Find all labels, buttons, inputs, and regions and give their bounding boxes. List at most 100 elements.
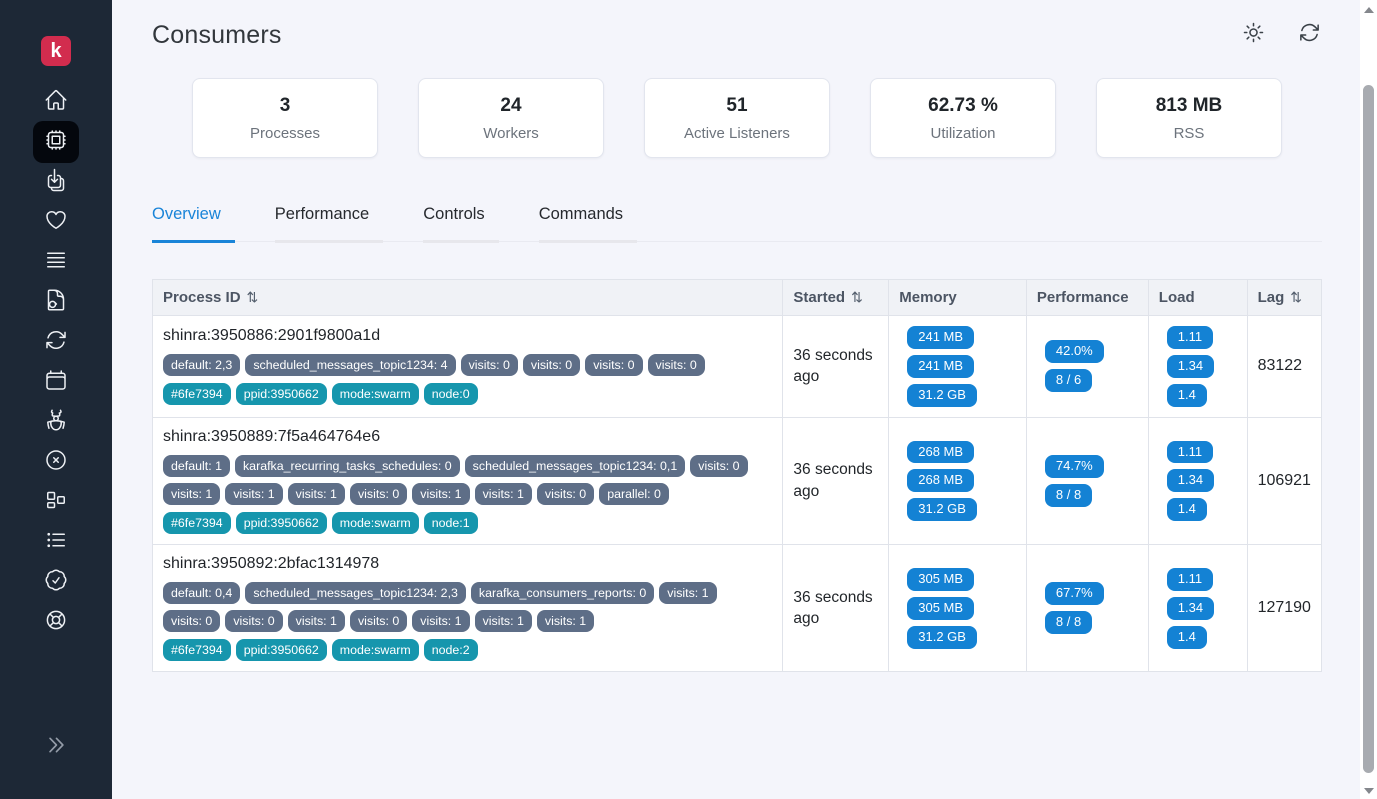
topic-badge: visits: 0 [225, 610, 283, 633]
load-badge: 1.11 [1166, 567, 1214, 591]
memory-badge: 268 MB [907, 469, 975, 493]
topic-badge: visits: 1 [412, 482, 470, 505]
dlq-icon [44, 448, 68, 477]
performance-badge: 42.0% [1044, 340, 1104, 364]
topic-badges: default: 0,4 scheduled_messages_topic1234… [163, 582, 772, 633]
sort-icon: ⇅ [246, 289, 259, 305]
home-icon [44, 88, 68, 117]
stat-label: Workers [483, 124, 539, 142]
stat-card-workers: 24 Workers [418, 78, 604, 158]
topic-badge: karafka_consumers_reports: 0 [470, 582, 655, 605]
performance-badge: 8 / 8 [1044, 483, 1093, 507]
sidebar-item-scheduled-messages[interactable] [33, 362, 79, 402]
sidebar-item-errors[interactable] [33, 402, 79, 442]
memory-badges: 305 MB 305 MB 31.2 GB [899, 567, 1016, 649]
topic-badge: visits: 1 [536, 610, 595, 633]
column-header-process-id[interactable]: Process ID ⇅ [151, 279, 784, 316]
karafka-logo[interactable]: k [41, 36, 71, 66]
tab-overview[interactable]: Overview [152, 205, 235, 243]
meta-badge: #6fe7394 [163, 511, 231, 535]
topic-badge: visits: 1 [659, 582, 717, 605]
topic-badge: parallel: 0 [599, 482, 669, 505]
stat-label: RSS [1173, 124, 1205, 142]
tab-bar: Overview Performance Controls Commands [152, 205, 1322, 243]
sidebar-item-jobs[interactable] [33, 162, 79, 202]
load-cell: 1.11 1.34 1.4 [1147, 416, 1248, 546]
consumers-icon [44, 128, 68, 157]
sidebar-item-status[interactable] [33, 562, 79, 602]
sidebar: k [0, 0, 112, 799]
sidebar-item-consumers[interactable] [33, 121, 79, 163]
scrollbar-thumb[interactable] [1363, 85, 1374, 773]
column-header-lag[interactable]: Lag ⇅ [1246, 279, 1323, 316]
sidebar-item-logs[interactable] [33, 522, 79, 562]
topic-badge: visits: 0 [690, 454, 748, 477]
load-cell: 1.11 1.34 1.4 [1147, 315, 1248, 418]
sidebar-item-health[interactable] [33, 202, 79, 242]
cluster-icon [44, 488, 68, 517]
meta-badge: ppid:3950662 [235, 639, 327, 662]
topic-badges: default: 2,3 scheduled_messages_topic1234… [163, 354, 772, 377]
meta-badge: node:2 [423, 639, 478, 662]
scheduled-messages-icon [44, 368, 68, 397]
scroll-up-arrow[interactable] [1363, 7, 1374, 13]
tab-commands[interactable]: Commands [538, 205, 638, 243]
tab-controls[interactable]: Controls [423, 205, 499, 243]
meta-badge: mode:swarm [331, 639, 419, 662]
load-badge: 1.4 [1166, 498, 1207, 522]
sidebar-item-cluster[interactable] [33, 482, 79, 522]
stat-card-utilization: 62.73 % Utilization [870, 78, 1056, 158]
load-badge: 1.34 [1166, 354, 1215, 378]
stats-row: 3 Processes 24 Workers 51 Active Listene… [152, 78, 1322, 158]
stat-value: 51 [726, 94, 748, 116]
started-cell: 36 seconds ago [782, 315, 890, 418]
tab-performance[interactable]: Performance [274, 205, 384, 243]
memory-badge: 305 MB [907, 567, 975, 591]
topic-badge: visits: 1 [412, 610, 470, 633]
load-badge: 1.34 [1166, 469, 1215, 493]
sidebar-item-home[interactable] [33, 82, 79, 122]
process-id-link[interactable]: shinra:3950892:2bfac1314978 [163, 555, 380, 573]
memory-badge: 241 MB [907, 326, 975, 349]
performance-badge: 8 / 8 [1044, 611, 1093, 635]
performance-badge: 8 / 6 [1044, 369, 1093, 393]
meta-badge: #6fe7394 [163, 639, 231, 662]
topic-badge: visits: 1 [287, 482, 345, 505]
topic-badge: visits: 0 [522, 354, 581, 377]
load-badge: 1.11 [1166, 440, 1214, 464]
sidebar-collapse-button[interactable] [0, 734, 112, 761]
topic-badge: karafka_recurring_tasks_schedules: 0 [234, 454, 460, 477]
meta-badges: #6fe7394 ppid:3950662 mode:swarm node:1 [163, 511, 772, 535]
sidebar-item-recurring-tasks[interactable] [33, 322, 79, 362]
column-header-started[interactable]: Started ⇅ [782, 279, 890, 316]
meta-badge: mode:swarm [331, 511, 419, 535]
sidebar-item-explorer[interactable] [33, 282, 79, 322]
memory-badge: 31.2 GB [907, 498, 977, 522]
main-content: Consumers 3 Processes 24 Workers 51 [112, 0, 1377, 799]
vertical-scrollbar[interactable] [1360, 0, 1377, 799]
meta-badges: #6fe7394 ppid:3950662 mode:swarm node:2 [163, 639, 772, 662]
lag-cell: 127190 [1246, 544, 1323, 673]
sidebar-item-support[interactable] [33, 602, 79, 642]
sidebar-item-dlq[interactable] [33, 442, 79, 482]
theme-toggle-button[interactable] [1240, 22, 1266, 48]
refresh-button[interactable] [1296, 22, 1322, 48]
table-row: shinra:3950889:7f5a464764e6 default: 1 kar… [151, 416, 1323, 546]
refresh-icon [1298, 21, 1321, 49]
topic-badge: visits: 1 [287, 610, 345, 633]
memory-badge: 31.2 GB [907, 625, 977, 649]
stat-value: 24 [500, 94, 522, 116]
sidebar-item-routing[interactable] [33, 242, 79, 282]
topic-badge: visits: 0 [349, 482, 408, 505]
performance-badge: 74.7% [1044, 454, 1104, 478]
table-row: shinra:3950892:2bfac1314978 default: 0,4 s… [151, 544, 1323, 673]
performance-cell: 67.7% 8 / 8 [1025, 544, 1149, 673]
logs-icon [44, 528, 68, 557]
health-icon [44, 208, 68, 237]
scroll-down-arrow[interactable] [1363, 788, 1374, 794]
process-id-link[interactable]: shinra:3950889:7f5a464764e6 [163, 427, 381, 445]
theme-toggle-icon [1242, 21, 1265, 49]
explorer-icon [44, 288, 68, 317]
process-id-link[interactable]: shinra:3950886:2901f9800a1d [163, 327, 381, 345]
memory-badges: 241 MB 241 MB 31.2 GB [899, 326, 1016, 407]
